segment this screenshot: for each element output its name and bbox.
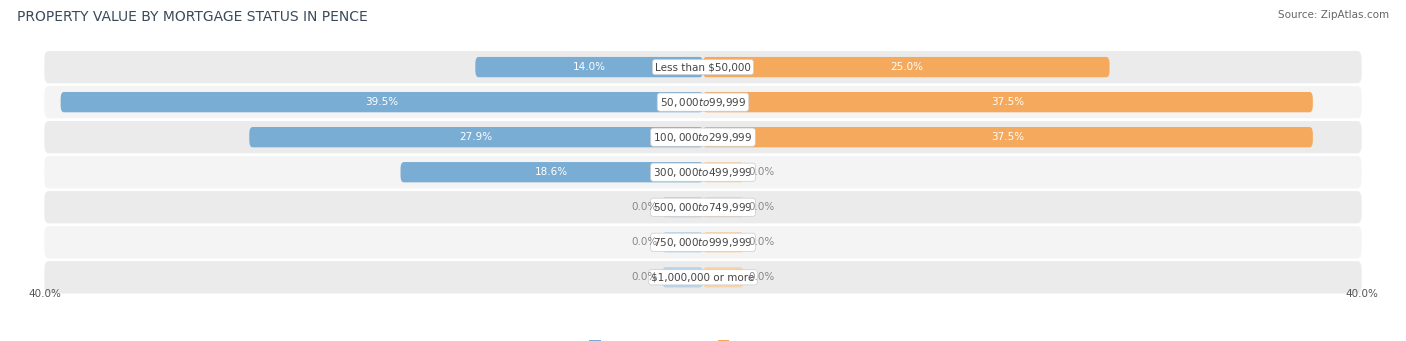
FancyBboxPatch shape	[703, 267, 744, 287]
Text: $300,000 to $499,999: $300,000 to $499,999	[654, 166, 752, 179]
FancyBboxPatch shape	[401, 162, 703, 182]
Text: 0.0%: 0.0%	[631, 237, 658, 247]
FancyBboxPatch shape	[45, 51, 1361, 83]
Text: 40.0%: 40.0%	[28, 289, 60, 299]
FancyBboxPatch shape	[662, 197, 703, 218]
FancyBboxPatch shape	[45, 121, 1361, 153]
FancyBboxPatch shape	[249, 127, 703, 147]
FancyBboxPatch shape	[60, 92, 703, 112]
Text: 25.0%: 25.0%	[890, 62, 922, 72]
Text: 0.0%: 0.0%	[748, 237, 775, 247]
Text: 18.6%: 18.6%	[536, 167, 568, 177]
FancyBboxPatch shape	[703, 232, 744, 252]
Text: Source: ZipAtlas.com: Source: ZipAtlas.com	[1278, 10, 1389, 20]
FancyBboxPatch shape	[703, 127, 1313, 147]
Text: 37.5%: 37.5%	[991, 132, 1025, 142]
FancyBboxPatch shape	[662, 267, 703, 287]
Text: 0.0%: 0.0%	[748, 202, 775, 212]
Text: 40.0%: 40.0%	[1346, 289, 1378, 299]
Text: $100,000 to $299,999: $100,000 to $299,999	[654, 131, 752, 144]
FancyBboxPatch shape	[45, 226, 1361, 258]
Text: 0.0%: 0.0%	[631, 202, 658, 212]
Text: 39.5%: 39.5%	[366, 97, 398, 107]
Text: 0.0%: 0.0%	[748, 167, 775, 177]
Text: 0.0%: 0.0%	[748, 272, 775, 282]
FancyBboxPatch shape	[45, 156, 1361, 188]
FancyBboxPatch shape	[45, 261, 1361, 293]
FancyBboxPatch shape	[703, 92, 1313, 112]
Text: $500,000 to $749,999: $500,000 to $749,999	[654, 201, 752, 214]
Text: 0.0%: 0.0%	[631, 272, 658, 282]
Text: Less than $50,000: Less than $50,000	[655, 62, 751, 72]
FancyBboxPatch shape	[703, 57, 1109, 77]
FancyBboxPatch shape	[703, 197, 744, 218]
Text: 14.0%: 14.0%	[572, 62, 606, 72]
Legend: Without Mortgage, With Mortgage: Without Mortgage, With Mortgage	[589, 340, 817, 341]
FancyBboxPatch shape	[662, 232, 703, 252]
FancyBboxPatch shape	[703, 162, 744, 182]
Text: 27.9%: 27.9%	[460, 132, 492, 142]
Text: PROPERTY VALUE BY MORTGAGE STATUS IN PENCE: PROPERTY VALUE BY MORTGAGE STATUS IN PEN…	[17, 10, 367, 24]
FancyBboxPatch shape	[45, 86, 1361, 118]
FancyBboxPatch shape	[475, 57, 703, 77]
FancyBboxPatch shape	[45, 191, 1361, 223]
Text: 37.5%: 37.5%	[991, 97, 1025, 107]
Text: $50,000 to $99,999: $50,000 to $99,999	[659, 95, 747, 109]
Text: $1,000,000 or more: $1,000,000 or more	[651, 272, 755, 282]
Text: $750,000 to $999,999: $750,000 to $999,999	[654, 236, 752, 249]
